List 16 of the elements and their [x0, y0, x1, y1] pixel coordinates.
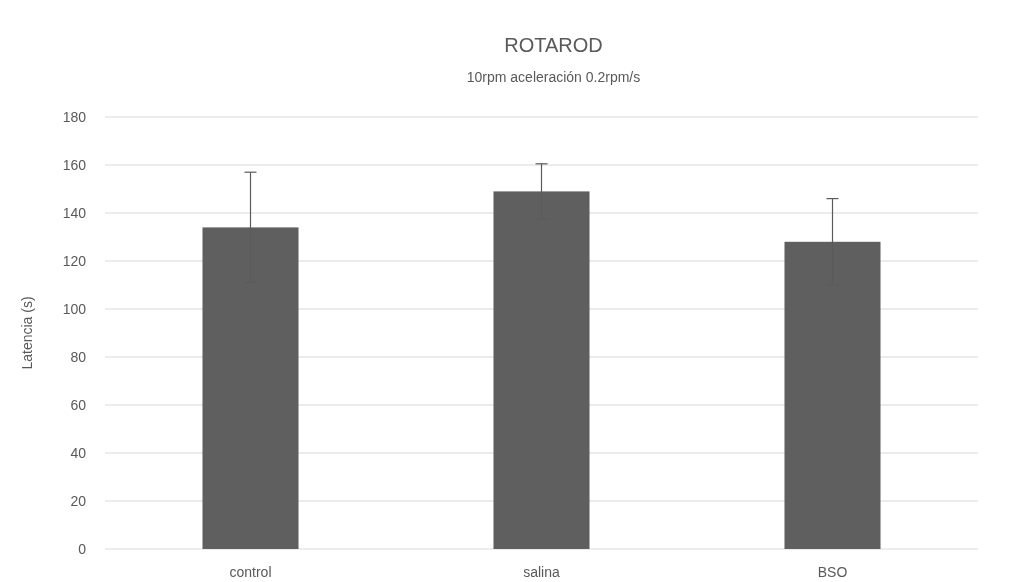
- y-tick-label: 140: [62, 204, 87, 221]
- chart-title: ROTAROD: [504, 34, 603, 56]
- x-tick-label: salina: [523, 564, 560, 580]
- y-tick-label: 180: [62, 108, 87, 125]
- y-tick-label: 40: [70, 444, 87, 461]
- y-tick-label: 120: [62, 252, 87, 269]
- x-tick-label: control: [229, 564, 272, 580]
- y-tick-label: 60: [70, 396, 87, 413]
- chart-subtitle: 10rpm aceleración 0.2rpm/s: [466, 69, 641, 85]
- y-tick-label: 100: [62, 300, 87, 317]
- y-tick-label: 80: [70, 348, 87, 365]
- y-tick-label: 160: [62, 156, 87, 173]
- y-tick-label: 0: [78, 540, 87, 557]
- x-tick-label: BSO: [817, 564, 848, 580]
- y-tick-label: 20: [70, 492, 87, 509]
- y-axis-title: Latencia (s): [19, 296, 35, 370]
